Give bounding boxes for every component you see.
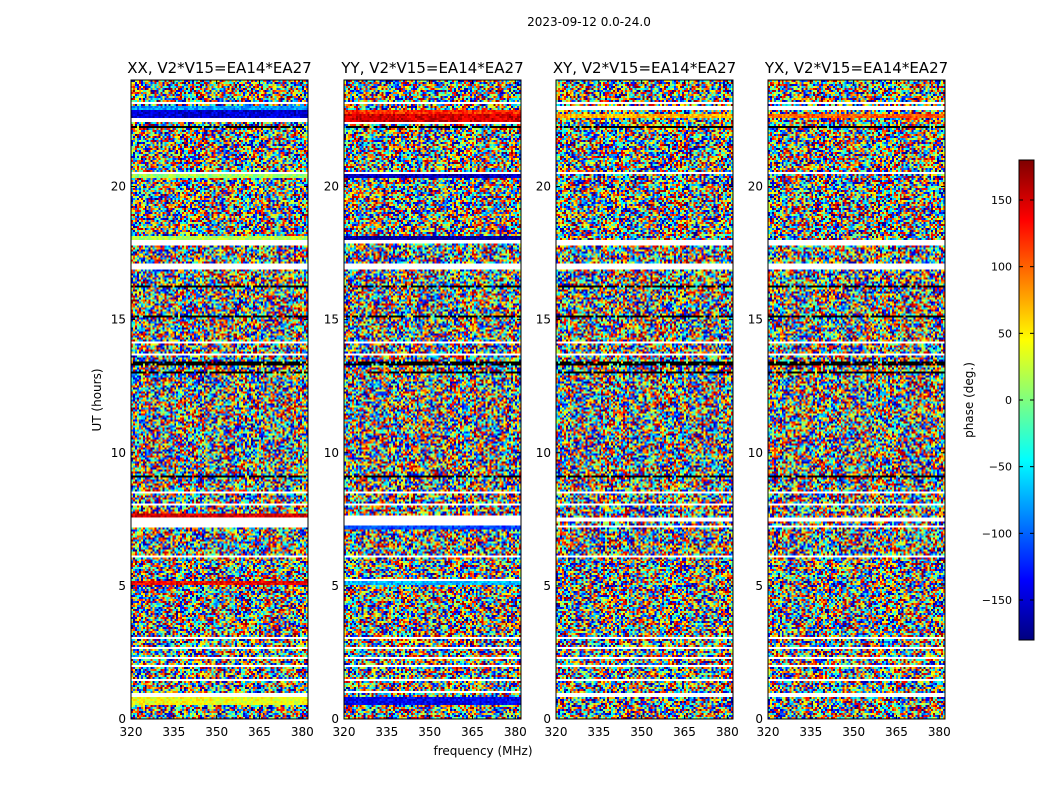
x-tick-label: 380	[504, 725, 527, 739]
panel-title: YX, V2*V15=EA14*EA27	[764, 59, 948, 77]
y-tick-label: 0	[543, 712, 551, 726]
panel-title: XX, V2*V15=EA14*EA27	[127, 59, 311, 77]
x-tick-label: 335	[162, 725, 185, 739]
y-tick-label: 15	[536, 313, 551, 327]
panel-heatmap	[556, 80, 733, 719]
y-tick-label: 10	[748, 446, 763, 460]
colorbar-label: phase (deg.)	[962, 362, 976, 438]
x-tick-label: 350	[630, 725, 653, 739]
y-tick-label: 0	[331, 712, 339, 726]
y-tick-label: 5	[755, 579, 763, 593]
panel-heatmap	[131, 80, 308, 719]
panel-title: XY, V2*V15=EA14*EA27	[553, 59, 736, 77]
y-tick-label: 10	[324, 446, 339, 460]
y-tick-label: 0	[118, 712, 126, 726]
x-tick-label: 320	[333, 725, 356, 739]
panel-heatmap	[344, 80, 521, 719]
colorbar-tick-label: 100	[991, 261, 1012, 274]
x-tick-label: 350	[842, 725, 865, 739]
y-tick-label: 10	[536, 446, 551, 460]
y-tick-label: 0	[755, 712, 763, 726]
panel-frame	[343, 79, 522, 720]
figure-title: 2023-09-12 0.0-24.0	[527, 15, 651, 29]
x-tick-label: 350	[418, 725, 441, 739]
panel-1: YY, V2*V15=EA14*EA27 320 335 350 365 380 0 5 10 1…	[324, 59, 527, 739]
panel-3: YX, V2*V15=EA14*EA27 320 335 350 365 380 0 5 10 1…	[748, 59, 951, 739]
colorbar-tick-label: 150	[991, 194, 1012, 207]
x-tick-label: 380	[291, 725, 314, 739]
x-tick-label: 350	[205, 725, 228, 739]
x-tick-label: 320	[545, 725, 568, 739]
x-tick-label: 365	[885, 725, 908, 739]
colorbar-tick-label: −50	[989, 461, 1012, 474]
panel-frame	[130, 79, 309, 720]
y-tick-label: 20	[324, 180, 339, 194]
colorbar: −150 −100 −50 0 50 100 150	[982, 159, 1035, 641]
colorbar-tick-label: −100	[982, 527, 1012, 540]
y-tick-label: 15	[324, 313, 339, 327]
x-tick-label: 335	[799, 725, 822, 739]
panel-0: XX, V2*V15=EA14*EA27 320 335 350 365 380 0 5 10 1…	[111, 59, 314, 739]
x-tick-label: 335	[587, 725, 610, 739]
y-axis-label: UT (hours)	[90, 368, 104, 431]
panel-heatmap	[768, 80, 945, 719]
panel-2: XY, V2*V15=EA14*EA27 320 335 350 365 380 0 5 10 1…	[536, 59, 739, 739]
colorbar-tick-label: 0	[1005, 394, 1012, 407]
x-tick-label: 380	[716, 725, 739, 739]
panel-frame	[555, 79, 734, 720]
x-tick-label: 320	[120, 725, 143, 739]
x-tick-label: 365	[673, 725, 696, 739]
panels: XX, V2*V15=EA14*EA27 320 335 350 365 380 0 5 10 1…	[111, 59, 951, 739]
x-tick-label: 320	[757, 725, 780, 739]
y-tick-label: 5	[543, 579, 551, 593]
y-tick-label: 5	[331, 579, 339, 593]
x-tick-label: 365	[461, 725, 484, 739]
y-tick-label: 20	[748, 180, 763, 194]
panel-frame	[767, 79, 946, 720]
x-tick-label: 365	[248, 725, 271, 739]
y-tick-label: 20	[536, 180, 551, 194]
colorbar-tick-label: 50	[998, 327, 1012, 340]
colorbar-tick-label: −150	[982, 594, 1012, 607]
x-tick-label: 335	[375, 725, 398, 739]
panel-title: YY, V2*V15=EA14*EA27	[340, 59, 523, 77]
y-tick-label: 15	[111, 313, 126, 327]
y-tick-label: 5	[118, 579, 126, 593]
y-tick-label: 10	[111, 446, 126, 460]
x-tick-label: 380	[928, 725, 951, 739]
y-tick-label: 15	[748, 313, 763, 327]
x-axis-label: frequency (MHz)	[433, 744, 532, 758]
y-tick-label: 20	[111, 180, 126, 194]
